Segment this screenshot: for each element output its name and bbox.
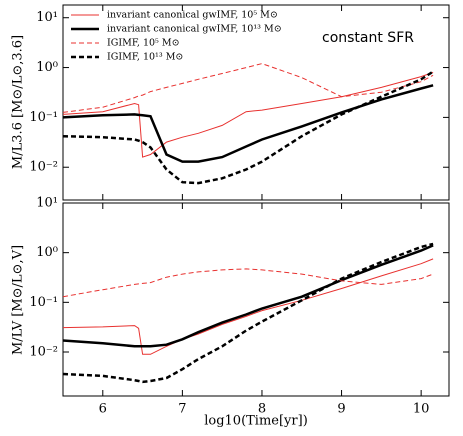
x-tick-label: 6 — [99, 402, 107, 417]
series-line — [62, 63, 434, 113]
annotation: constant SFR — [322, 30, 414, 46]
legend-label: invariant canonical gwIMF, 10¹³ M⊙ — [107, 24, 282, 35]
y-axis-label: M/LV [M⊙/L⊙,V] — [11, 245, 26, 355]
series-line — [62, 268, 434, 298]
y-tick-label: 10⁰ — [36, 245, 58, 260]
x-tick-label: 8 — [258, 402, 266, 417]
legend-label: IGIMF, 10¹³ M⊙ — [107, 52, 183, 63]
series-line — [62, 242, 434, 384]
y-tick-label: 10¹ — [36, 10, 58, 25]
y-tick-label: 10⁻² — [29, 160, 58, 175]
series-line — [62, 70, 434, 185]
series-line — [62, 84, 434, 163]
plot-frame — [62, 202, 450, 397]
y-axis-label: M/L3.6 [M⊙/L⊙,3.6] — [11, 35, 26, 169]
x-axis-label: log10(Time[yr]) — [204, 414, 308, 429]
x-tick-label: 7 — [178, 402, 186, 417]
y-tick-label: 10⁻¹ — [29, 110, 58, 125]
plot-frame — [62, 4, 450, 201]
x-tick-label: 10 — [413, 402, 430, 417]
legend-label: IGIMF, 10⁵ M⊙ — [107, 38, 180, 49]
series-line — [62, 71, 434, 158]
y-tick-label: 10⁻² — [29, 344, 58, 359]
x-tick-label: 9 — [337, 402, 345, 417]
series-line — [62, 258, 434, 355]
y-tick-label: 10⁻¹ — [29, 295, 58, 310]
y-tick-label: 10¹ — [36, 196, 58, 211]
y-tick-label: 10⁰ — [36, 60, 58, 75]
legend-label: invariant canonical gwIMF, 10⁵ M⊙ — [107, 10, 278, 21]
series-line — [62, 244, 434, 348]
